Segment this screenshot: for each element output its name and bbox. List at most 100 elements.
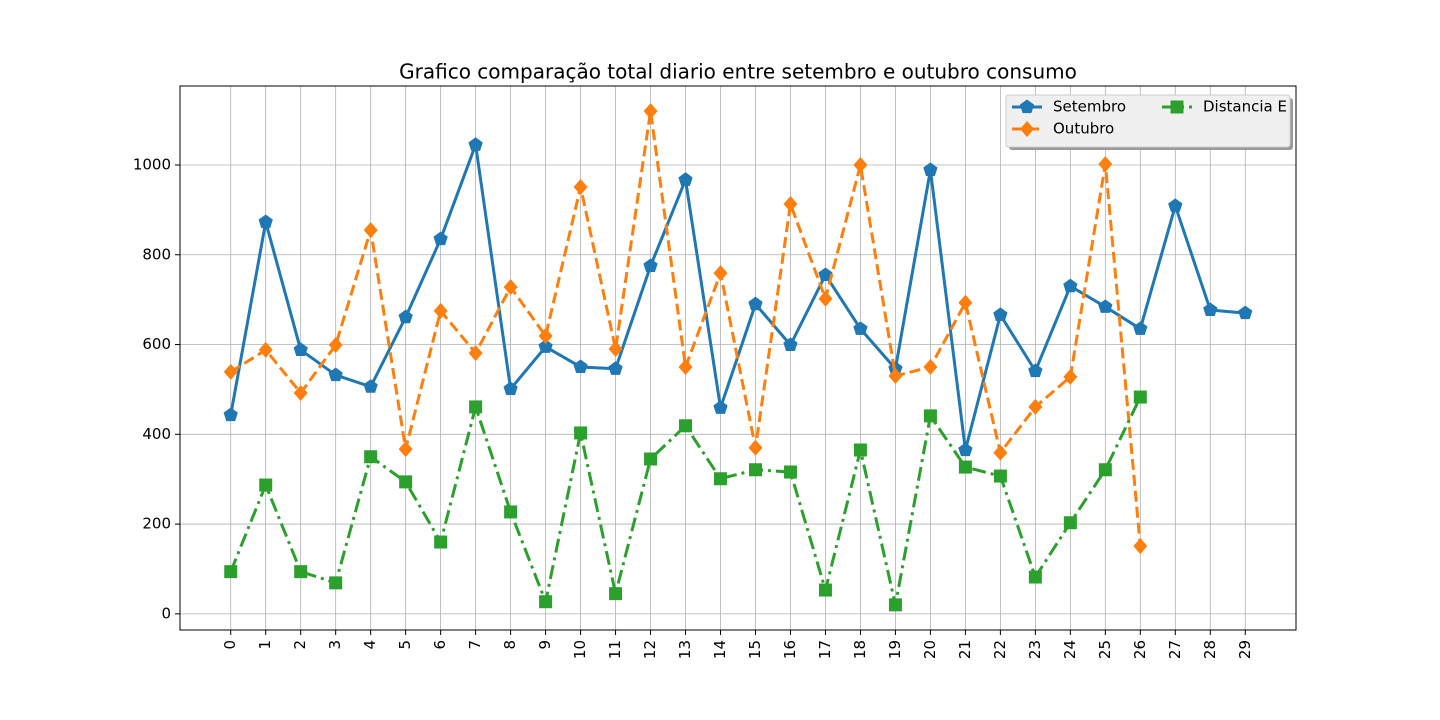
marker (258, 214, 273, 229)
x-tick-label: 20 (921, 640, 939, 659)
y-tick-label: 800 (142, 245, 171, 263)
marker (1168, 198, 1183, 212)
marker (328, 367, 343, 382)
marker (888, 367, 903, 384)
x-tick-label: 23 (1026, 640, 1044, 659)
marker (713, 400, 728, 414)
marker (399, 475, 413, 489)
marker (398, 309, 413, 324)
x-tick-label: 4 (361, 640, 379, 650)
marker (678, 172, 693, 186)
marker (678, 358, 693, 375)
marker (398, 441, 413, 458)
marker (1028, 570, 1042, 584)
marker (224, 565, 238, 579)
marker (223, 407, 238, 422)
marker (1133, 321, 1148, 335)
marker (468, 345, 483, 362)
marker (294, 565, 308, 579)
x-tick-label: 24 (1061, 640, 1079, 659)
marker (1133, 538, 1148, 555)
x-tick-label: 13 (676, 640, 694, 659)
x-tick-label: 7 (466, 640, 484, 650)
marker (469, 400, 483, 414)
x-tick-label: 25 (1096, 640, 1114, 659)
x-tick-label: 5 (396, 640, 414, 650)
marker (993, 444, 1008, 461)
marker (853, 443, 867, 457)
marker (1170, 100, 1184, 114)
x-tick-label: 28 (1201, 640, 1219, 659)
marker (503, 279, 518, 296)
marker (259, 478, 273, 492)
marker (993, 469, 1007, 483)
series-line (229, 109, 1142, 547)
chart-title: Grafico comparação total diario entre se… (399, 60, 1077, 84)
marker (783, 196, 798, 213)
marker (748, 296, 763, 311)
x-tick-label: 14 (711, 640, 729, 659)
marker (714, 472, 728, 486)
x-tick-label: 29 (1236, 640, 1254, 659)
x-tick-label: 21 (956, 640, 974, 659)
x-tick-label: 27 (1166, 640, 1184, 659)
marker (888, 598, 902, 612)
marker (748, 463, 762, 477)
marker (433, 231, 448, 246)
marker (1019, 99, 1035, 114)
marker (853, 156, 868, 173)
marker (958, 460, 972, 474)
marker (923, 358, 938, 375)
x-tick-label: 12 (641, 640, 659, 659)
marker (293, 342, 308, 356)
marker (1203, 302, 1218, 317)
marker (539, 595, 553, 609)
marker (1238, 305, 1253, 320)
marker (1063, 516, 1077, 530)
marker (783, 337, 798, 352)
marker (223, 363, 238, 380)
y-tick-label: 400 (142, 425, 171, 443)
marker (748, 439, 763, 456)
marker (853, 321, 868, 335)
x-tick-label: 3 (326, 640, 344, 650)
marker (258, 341, 273, 358)
marker (329, 576, 343, 590)
legend-label: Outubro (1053, 120, 1114, 138)
marker (468, 137, 483, 151)
y-tick-label: 600 (142, 335, 171, 353)
x-tick-label: 1 (256, 640, 274, 650)
legend-label: Distancia E (1203, 98, 1287, 116)
marker (608, 361, 623, 375)
marker (923, 409, 937, 423)
x-tick-label: 15 (746, 640, 764, 659)
marker (679, 419, 693, 433)
marker (363, 379, 378, 393)
marker (609, 587, 623, 601)
x-tick-label: 0 (221, 640, 239, 650)
marker (644, 452, 658, 466)
marker (608, 341, 623, 358)
marker (643, 103, 658, 120)
marker (434, 535, 448, 549)
x-tick-label: 6 (431, 640, 449, 650)
marker (328, 336, 343, 353)
marker (574, 426, 588, 440)
y-tick-label: 200 (142, 515, 171, 533)
marker (504, 505, 518, 519)
marker (713, 265, 728, 282)
marker (993, 307, 1008, 321)
x-tick-label: 10 (571, 640, 589, 659)
legend-box (1005, 94, 1291, 148)
marker (783, 465, 797, 479)
legend-label: Setembro (1053, 98, 1126, 116)
x-tick-label: 11 (606, 640, 624, 659)
x-tick-label: 17 (816, 640, 834, 659)
x-tick-label: 19 (886, 640, 904, 659)
marker (1020, 121, 1034, 137)
marker (1028, 363, 1043, 378)
marker (433, 302, 448, 319)
marker (573, 359, 588, 374)
marker (818, 267, 833, 282)
